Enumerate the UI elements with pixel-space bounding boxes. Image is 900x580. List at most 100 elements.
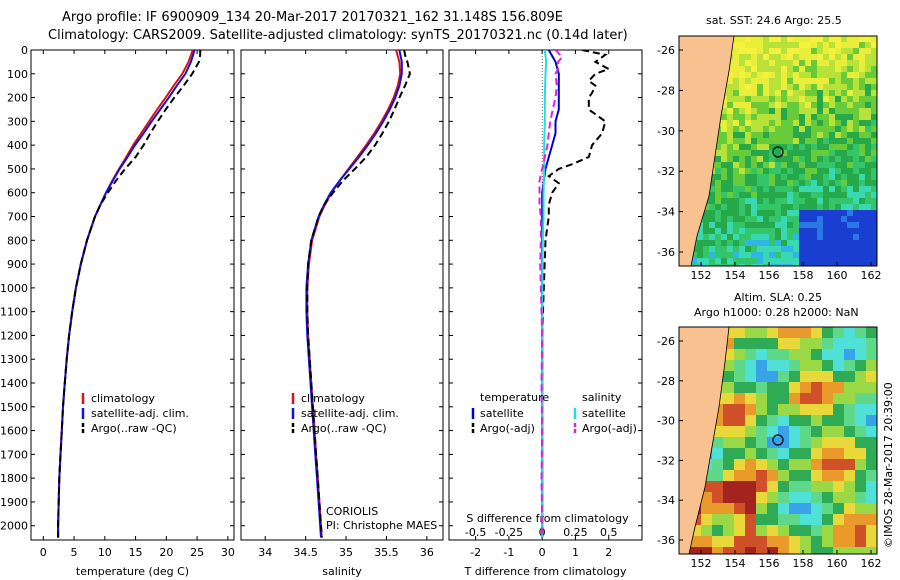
map-cell <box>745 144 751 150</box>
map-cell <box>789 470 800 481</box>
map-cell <box>844 327 855 338</box>
map-cell <box>793 48 799 54</box>
map-cell <box>733 114 739 120</box>
map-cell <box>721 258 727 264</box>
map-cell <box>866 437 877 448</box>
map-cell <box>829 138 835 144</box>
map-cell <box>800 448 811 459</box>
map-cell <box>734 327 745 338</box>
map-cell <box>723 481 734 492</box>
map-cell <box>745 264 751 266</box>
map-cell <box>822 404 833 415</box>
y-tick-label: 2000 <box>0 520 28 533</box>
map-cell <box>757 78 763 84</box>
chart-title-line1: Argo profile: IF 6900909_134 20-Mar-2017… <box>62 10 564 25</box>
map-cell <box>793 126 799 132</box>
map-cell <box>709 222 715 228</box>
map-cell <box>712 470 723 481</box>
map-cell <box>865 150 871 156</box>
map-cell <box>855 349 866 360</box>
map-cell <box>823 180 829 186</box>
map-cell <box>751 264 757 266</box>
map-cell <box>701 492 712 503</box>
map-cell <box>841 90 847 96</box>
map-cell <box>778 481 789 492</box>
map-cell <box>778 547 789 554</box>
map-cell <box>817 126 823 132</box>
y-tick-label: 300 <box>7 115 28 128</box>
map-cell <box>853 126 859 132</box>
map-cell <box>769 216 775 222</box>
map-cell <box>835 42 841 48</box>
map-cell <box>781 228 787 234</box>
map-cell <box>778 404 789 415</box>
map-cell <box>799 204 805 210</box>
map-cell <box>853 174 859 180</box>
map-cell <box>833 470 844 481</box>
map-cell <box>823 36 829 42</box>
map-cell <box>841 186 847 192</box>
map-cell <box>811 426 822 437</box>
map-cell <box>789 481 800 492</box>
map-cell <box>811 258 817 264</box>
map-cell <box>775 222 781 228</box>
map-cell <box>817 48 823 54</box>
map-cell <box>709 204 715 210</box>
map-cell <box>793 36 799 42</box>
map-cell <box>757 216 763 222</box>
map-cell <box>751 72 757 78</box>
map-cell <box>745 72 751 78</box>
map-cell <box>709 258 715 264</box>
map-cell <box>781 198 787 204</box>
map-cell <box>865 90 871 96</box>
map-cell <box>841 210 847 216</box>
map-cell <box>822 503 833 514</box>
map-cell <box>733 78 739 84</box>
map-cell <box>793 246 799 252</box>
map-cell <box>853 102 859 108</box>
map-cell <box>769 204 775 210</box>
map-cell <box>703 222 709 228</box>
map-cell <box>763 240 769 246</box>
map-cell <box>781 210 787 216</box>
map-cell <box>811 108 817 114</box>
map-cell <box>833 492 844 503</box>
map-cell <box>871 66 877 72</box>
map-cell <box>823 240 829 246</box>
map-cell <box>712 536 723 547</box>
map-cell <box>739 252 745 258</box>
map-cell <box>799 120 805 126</box>
map-cell <box>763 258 769 264</box>
map-cell <box>721 144 727 150</box>
map-cell <box>853 228 859 234</box>
map-cell <box>751 162 757 168</box>
map-cell <box>781 144 787 150</box>
map-cell <box>769 120 775 126</box>
map-cell <box>853 204 859 210</box>
x-tick-label: 15 <box>129 546 143 559</box>
map-cell <box>805 210 811 216</box>
map-cell <box>769 60 775 66</box>
map-cell <box>844 547 855 554</box>
series-group <box>538 50 612 538</box>
map-cell <box>763 48 769 54</box>
map-cell <box>805 126 811 132</box>
map-y-tick-label: -34 <box>657 206 675 219</box>
map-cell <box>841 216 847 222</box>
map-cell <box>734 470 745 481</box>
map-cell <box>756 547 767 554</box>
map-cell <box>775 48 781 54</box>
map-cell <box>789 448 800 459</box>
map-cell <box>817 258 823 264</box>
map-cell <box>697 264 703 266</box>
map-cell <box>859 120 865 126</box>
map-cell <box>817 210 823 216</box>
map-cell <box>805 150 811 156</box>
map-cell <box>817 102 823 108</box>
map-cell <box>841 246 847 252</box>
map-cell <box>855 327 866 338</box>
map-y-tick-label: -28 <box>657 375 675 388</box>
map-cell <box>767 338 778 349</box>
map-cell <box>787 60 793 66</box>
map-cell <box>859 228 865 234</box>
